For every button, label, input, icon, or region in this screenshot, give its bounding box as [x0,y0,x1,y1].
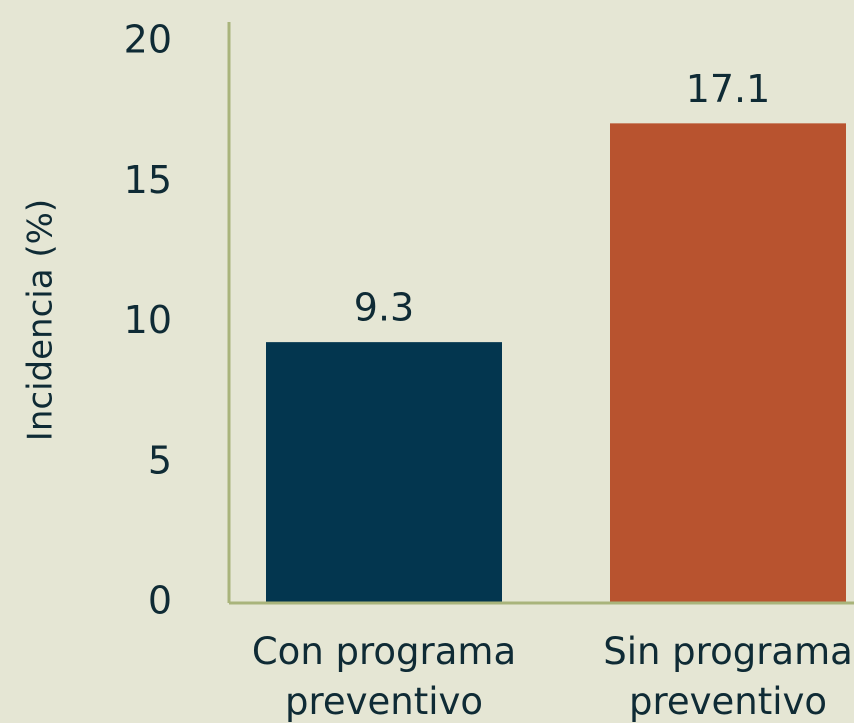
x-tick-label-line: preventivo [285,680,483,723]
y-tick-label: 20 [124,18,172,62]
x-tick-label: Con programa preventivo [252,630,516,723]
data-label: 17.1 [686,67,771,111]
bar [266,342,502,603]
y-tick-label: 10 [124,298,172,342]
y-tick-label: 5 [148,438,172,482]
x-tick-label-line: preventivo [629,680,827,723]
bar [610,123,846,603]
y-tick-label: 15 [124,158,172,202]
data-label: 9.3 [354,286,414,330]
x-tick-label: Sin programa preventivo [603,630,853,723]
y-axis-label: Incidencia (%) [21,199,61,441]
y-tick-label: 0 [148,579,172,623]
x-tick-label-line: Con programa [252,630,516,673]
x-tick-label-line: Sin programa [603,630,853,673]
